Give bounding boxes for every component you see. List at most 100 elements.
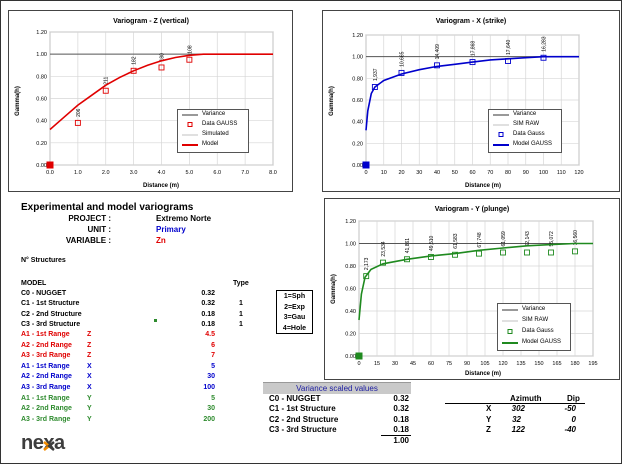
orientation-dip[interactable]: -50 (564, 404, 576, 413)
model-curve (49, 53, 273, 131)
orientation-axis: X (486, 404, 492, 413)
x-tick-label: 8.0 (269, 170, 277, 176)
range-row-value[interactable]: 5 (211, 363, 215, 370)
x-tick-label: 135 (516, 361, 525, 367)
variable-value[interactable]: Zn (156, 236, 166, 245)
legend-model-gauss: Model GAUSS (522, 339, 562, 345)
legend-data-gauss: Data Gauss (513, 131, 545, 137)
range-row-axis: X (87, 373, 92, 380)
data-point-origin (362, 161, 370, 169)
x-tick-label: 6.0 (213, 170, 221, 176)
range-row-label: A1 - 1st Range (21, 331, 70, 338)
range-row-value[interactable]: 4.5 (205, 331, 215, 338)
x-tick-label: 5.0 (186, 170, 194, 176)
structure-row-label: C3 - 3rd Structure (21, 321, 81, 328)
range-row-value[interactable]: 5 (211, 395, 215, 402)
y-tick-label: 0.80 (352, 76, 363, 82)
data-point (158, 64, 165, 71)
project-value[interactable]: Extremo Norte (156, 214, 212, 223)
x-tick-label: 7.0 (241, 170, 249, 176)
chart-legend: Variance SIM RAW Data Gauss Model GAUSS (497, 303, 571, 351)
structure-row-value[interactable]: 0.32 (201, 300, 215, 307)
range-row-label: A3 - 3rd Range (21, 352, 71, 359)
unit-value[interactable]: Primary (156, 225, 186, 234)
x-tick-label: 2.0 (102, 170, 110, 176)
y-tick-label: 0.00 (352, 163, 363, 169)
orientation-azimuth[interactable]: 32 (512, 415, 521, 424)
structure-row-value[interactable]: 0.32 (201, 290, 215, 297)
structure-row-value[interactable]: 0.18 (201, 321, 215, 328)
y-tick-label: 1.20 (36, 30, 47, 36)
data-point-label: 206 (76, 108, 82, 117)
data-point-label: 62,143 (525, 231, 531, 247)
data-point-label: 108 (187, 45, 193, 54)
data-point (371, 84, 378, 90)
range-row-value[interactable]: 100 (203, 384, 215, 391)
x-tick-label: 90 (523, 170, 529, 176)
orientation-dip[interactable]: 0 (571, 415, 576, 424)
chart-ylabel: Gamma(h) (329, 86, 335, 116)
variance-row-value[interactable]: 0.18 (393, 425, 409, 434)
data-point-label: 182 (132, 56, 138, 65)
chart-xlabel: Distance (m) (465, 183, 501, 189)
structure-row-type[interactable]: 1 (239, 300, 243, 307)
y-tick-label: 0.00 (345, 354, 356, 360)
x-tick-label: 100 (539, 170, 548, 176)
x-tick-label: 195 (588, 361, 597, 367)
chart-z-vertical[interactable]: Variogram - Z (vertical) Gamma(h) Distan… (8, 10, 293, 192)
data-point-label: 17,868 (471, 41, 477, 57)
range-row-axis: X (87, 363, 92, 370)
x-tick-label: 120 (574, 170, 583, 176)
variance-row-value[interactable]: 0.18 (393, 415, 409, 424)
range-row-value[interactable]: 6 (211, 342, 215, 349)
structures-count-label: N° Structures (21, 257, 66, 264)
x-tick-label: 40 (434, 170, 440, 176)
chart-legend: Variance SIM RAW Data Gauss Model GAUSS (488, 109, 562, 153)
structure-row-type[interactable]: 1 (239, 311, 243, 318)
range-row-value[interactable]: 30 (207, 373, 215, 380)
range-row-value[interactable]: 30 (207, 405, 215, 412)
data-point-label: 23,534 (381, 241, 387, 257)
x-tick-label: 110 (557, 170, 566, 176)
orientation-axis: Y (486, 415, 492, 424)
range-row-value[interactable]: 7 (211, 352, 215, 359)
x-tick-label: 4.0 (158, 170, 166, 176)
variance-total[interactable]: 1.00 (393, 436, 409, 445)
data-point-label: 61,583 (453, 233, 459, 249)
legend-data-gauss: Data GAUSS (202, 121, 238, 127)
data-point-label: 55,072 (549, 231, 555, 247)
chart-y-plunge[interactable]: Variogram - Y (plunge) Gamma(h) Distance… (324, 198, 620, 380)
y-tick-label: 0.00 (36, 163, 47, 169)
structure-row-value[interactable]: 0.18 (201, 311, 215, 318)
orientation-azimuth[interactable]: 122 (511, 425, 525, 434)
y-tick-label: 0.80 (345, 264, 356, 270)
data-point-label: 2,173 (364, 257, 370, 270)
x-tick-label: 75 (446, 361, 452, 367)
legend-sim-raw: SIM RAW (513, 121, 540, 127)
data-point (572, 248, 578, 255)
y-tick-label: 0.40 (352, 120, 363, 126)
range-row-value[interactable]: 200 (203, 416, 215, 423)
x-tick-label: 20 (398, 170, 404, 176)
legend-data-gauss: Data Gauss (522, 328, 554, 334)
y-tick-label: 0.60 (352, 98, 363, 104)
chart-title: Variogram - X (strike) (436, 18, 506, 25)
orientation-dip[interactable]: -40 (564, 425, 576, 434)
model-curve (358, 242, 593, 321)
range-row-label: A1 - 1st Range (21, 363, 70, 370)
data-point-label: 16,283 (542, 36, 548, 52)
chart-legend: Variance Data GAUSS Simulated Model (177, 109, 249, 153)
chart-xlabel: Distance (m) (143, 183, 179, 189)
model-header: MODEL (21, 280, 47, 287)
x-tick-label: 165 (552, 361, 561, 367)
structure-row-type[interactable]: 1 (239, 321, 243, 328)
variance-row-value[interactable]: 0.32 (393, 404, 409, 413)
legend-variance: Variance (202, 111, 226, 117)
variance-row-label: C2 - 2nd Structure (269, 415, 339, 424)
orientation-azimuth[interactable]: 302 (511, 404, 525, 413)
range-row-label: A2 - 2nd Range (21, 342, 72, 349)
y-tick-label: 1.20 (352, 33, 363, 39)
azimuth-header: Azimuth (510, 394, 542, 403)
variance-row-value[interactable]: 0.32 (393, 394, 409, 403)
chart-x-strike[interactable]: Variogram - X (strike) Gamma(h) Distance… (322, 10, 620, 192)
